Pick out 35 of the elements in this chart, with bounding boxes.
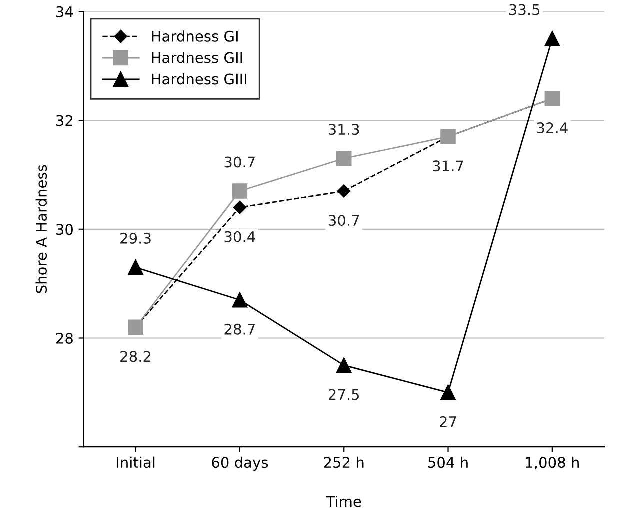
- legend-label: Hardness GI: [152, 30, 238, 42]
- legend-label: Hardness GII: [152, 52, 242, 64]
- legend-label: Hardness GIII: [152, 73, 246, 85]
- data-label: 28.7: [224, 324, 255, 335]
- data-label: 33.5: [510, 4, 540, 16]
- data-label: 31.7: [433, 160, 464, 172]
- x-tick-label: 60 days: [212, 456, 268, 471]
- data-label: 31.3: [328, 124, 360, 136]
- point: [338, 184, 351, 198]
- y-tick-label: 32: [56, 115, 73, 126]
- y-tick-label: 30: [56, 224, 74, 236]
- point: [544, 31, 560, 47]
- point: [232, 292, 248, 308]
- point: [128, 260, 144, 276]
- point: [440, 385, 456, 400]
- y-tick-label: 28: [56, 332, 73, 344]
- data-label: 32.4: [537, 122, 568, 134]
- data-label: 28.2: [120, 351, 151, 362]
- point: [232, 184, 248, 199]
- point: [233, 201, 247, 214]
- x-tick-label: 1,008 h: [526, 456, 579, 470]
- x-tick-label: Initial: [117, 456, 155, 468]
- data-label: 30.7: [328, 215, 360, 226]
- point: [336, 150, 352, 166]
- data-label: 27: [440, 416, 456, 428]
- x-axis-title: Time: [326, 496, 362, 508]
- y-tick-label: 34: [56, 6, 74, 18]
- data-label: 29.3: [120, 232, 151, 244]
- x-tick-label: 504 h: [428, 456, 468, 468]
- x-tick-label: 252 h: [324, 456, 364, 468]
- data-label: 30.7: [224, 156, 255, 168]
- data-label: 30.4: [224, 231, 256, 242]
- point: [336, 358, 352, 374]
- data-label: 27.5: [328, 389, 360, 400]
- y-axis-title: Shore A Hardness: [36, 165, 48, 294]
